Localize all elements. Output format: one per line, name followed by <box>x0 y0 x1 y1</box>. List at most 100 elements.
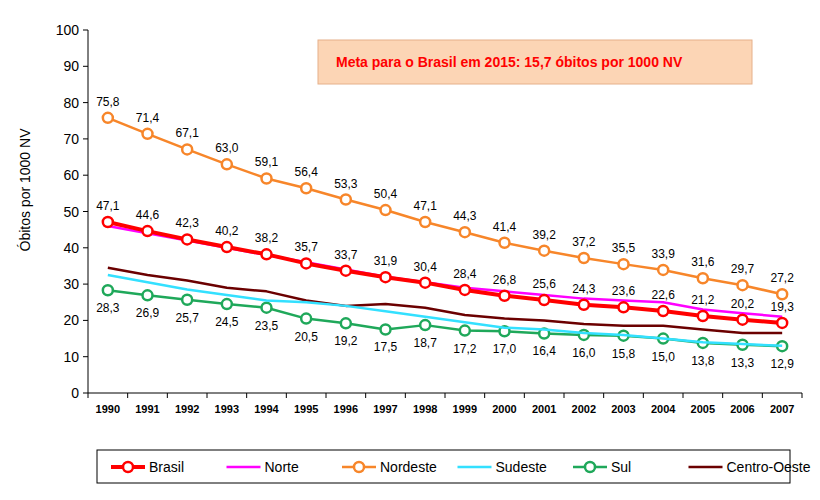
y-tick-label: 10 <box>63 349 79 365</box>
data-label: 24,3 <box>572 282 596 296</box>
data-label: 28,4 <box>453 267 477 281</box>
data-label: 35,5 <box>612 241 636 255</box>
x-tick <box>802 393 803 398</box>
series-marker <box>579 253 589 263</box>
legend-label: Sudeste <box>496 459 548 475</box>
series-line <box>108 222 782 323</box>
series-marker <box>500 291 510 301</box>
series-marker <box>262 249 272 259</box>
data-label: 37,2 <box>572 235 596 249</box>
series-2 <box>103 113 787 299</box>
legend-label: Nordeste <box>380 459 437 475</box>
legend-label: Sul <box>611 459 631 475</box>
series-marker <box>619 259 629 269</box>
data-label: 50,4 <box>374 187 398 201</box>
data-label: 19,3 <box>770 300 794 314</box>
data-label: 13,8 <box>691 354 715 368</box>
data-label: 67,1 <box>175 126 199 140</box>
data-label: 12,9 <box>770 357 794 371</box>
plot-area <box>103 113 787 351</box>
series-marker <box>143 129 153 139</box>
y-tick <box>83 393 88 394</box>
series-marker <box>777 289 787 299</box>
y-tick-label: 80 <box>63 95 79 111</box>
data-label: 24,5 <box>215 315 239 329</box>
data-label: 15,8 <box>612 347 636 361</box>
data-label: 25,6 <box>532 277 556 291</box>
data-label: 26,8 <box>493 273 517 287</box>
data-label: 16,0 <box>572 346 596 360</box>
y-tick-label: 30 <box>63 276 79 292</box>
y-tick <box>83 211 88 212</box>
y-tick <box>83 247 88 248</box>
y-tick-label: 50 <box>63 204 79 220</box>
series-marker <box>262 303 272 313</box>
data-label: 41,4 <box>493 220 517 234</box>
series-marker <box>381 324 391 334</box>
series-marker <box>341 266 351 276</box>
data-label: 38,2 <box>255 231 279 245</box>
data-labels: 28,326,925,724,523,520,519,217,518,717,2… <box>96 95 794 371</box>
legend-label: Norte <box>265 459 299 475</box>
data-label: 59,1 <box>255 155 279 169</box>
series-marker <box>143 226 153 236</box>
x-tick <box>167 393 168 398</box>
series-marker <box>619 302 629 312</box>
x-tick <box>365 393 366 398</box>
data-label: 47,1 <box>413 199 437 213</box>
x-tick <box>762 393 763 398</box>
x-tick <box>88 393 89 398</box>
series-marker <box>658 306 668 316</box>
series-marker <box>341 195 351 205</box>
x-tick-label: 2006 <box>730 403 754 415</box>
series-marker <box>500 238 510 248</box>
data-label: 44,6 <box>136 208 160 222</box>
y-tick-label: 20 <box>63 312 79 328</box>
y-tick <box>83 102 88 103</box>
series-marker <box>658 265 668 275</box>
series-1 <box>108 226 782 317</box>
series-marker <box>420 320 430 330</box>
x-tick-label: 2000 <box>492 403 516 415</box>
x-tick-label: 2007 <box>770 403 794 415</box>
y-tick-label: 100 <box>56 22 80 38</box>
data-label: 28,3 <box>96 301 120 315</box>
x-tick-label: 2002 <box>572 403 596 415</box>
data-label: 35,7 <box>294 240 318 254</box>
series-5 <box>108 268 782 333</box>
series-marker <box>381 272 391 282</box>
x-tick-label: 2004 <box>651 403 676 415</box>
data-label: 17,5 <box>374 340 398 354</box>
x-tick-label: 2003 <box>611 403 635 415</box>
data-label: 40,2 <box>215 224 239 238</box>
chart: 0102030405060708090100199019911992199319… <box>0 0 820 500</box>
series-line <box>108 290 782 346</box>
x-tick-label: 2001 <box>532 403 556 415</box>
x-tick <box>683 393 684 398</box>
data-label: 17,0 <box>493 342 517 356</box>
data-label: 56,4 <box>294 165 318 179</box>
x-tick-label: 2005 <box>691 403 715 415</box>
data-label: 31,6 <box>691 255 715 269</box>
data-label: 26,9 <box>136 306 160 320</box>
x-tick-label: 1994 <box>254 403 279 415</box>
annotation-box <box>318 40 752 84</box>
data-label: 33,9 <box>651 247 675 261</box>
series-marker <box>579 300 589 310</box>
legend-line <box>227 466 261 469</box>
y-tick-label: 70 <box>63 131 79 147</box>
series-marker <box>301 314 311 324</box>
y-tick-label: 90 <box>63 58 79 74</box>
x-tick <box>286 393 287 398</box>
series-marker <box>738 315 748 325</box>
x-tick <box>524 393 525 398</box>
data-label: 27,2 <box>770 271 794 285</box>
series-line <box>108 226 782 317</box>
series-marker <box>301 183 311 193</box>
y-tick <box>83 320 88 321</box>
x-tick-label: 1997 <box>373 403 397 415</box>
series-marker <box>420 278 430 288</box>
data-label: 53,3 <box>334 177 358 191</box>
series-marker <box>420 217 430 227</box>
data-label: 22,6 <box>651 288 675 302</box>
